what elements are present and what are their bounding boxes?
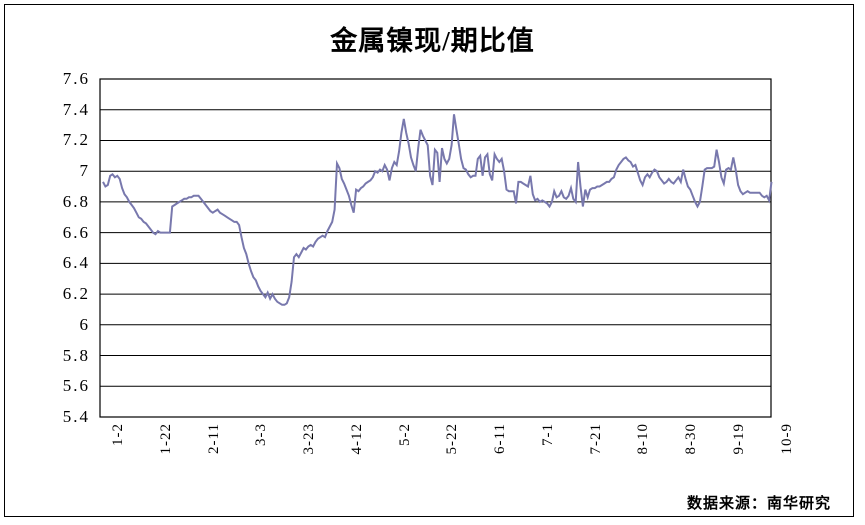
x-axis-label: 4-12 [349, 423, 365, 455]
y-axis-label: 6.2 [62, 284, 90, 303]
ratio-line [102, 114, 773, 306]
y-axis-label: 7.4 [62, 100, 90, 119]
y-axis-label: 7.2 [62, 130, 90, 149]
y-axis-label: 5.6 [62, 376, 90, 395]
x-axis-label: 2-11 [206, 423, 222, 454]
plot-border [99, 78, 772, 418]
x-axis-label: 3-23 [301, 423, 317, 455]
y-axis-label: 6 [79, 315, 90, 334]
x-axis-label: 1-22 [158, 423, 174, 455]
y-axis-label: 6.6 [62, 223, 90, 242]
x-axis-label: 7-21 [588, 423, 604, 455]
chart-border [4, 4, 854, 517]
x-axis-label: 8-10 [635, 423, 651, 455]
y-axis-label: 7 [79, 161, 90, 180]
x-axis-label: 10-9 [779, 423, 795, 455]
y-axis-label: 7.6 [62, 69, 90, 88]
x-axis-label: 8-30 [683, 423, 699, 455]
source-note: 数据来源：南华研究 [686, 496, 831, 512]
y-axis-label: 6.8 [62, 192, 90, 211]
y-axis-label: 5.4 [62, 407, 90, 426]
y-axis-label: 5.8 [62, 346, 90, 365]
x-axis-label: 5-2 [397, 423, 413, 446]
x-axis-label: 5-22 [444, 423, 460, 455]
x-axis-label: 9-19 [731, 423, 747, 455]
x-axis-label: 7-1 [540, 423, 556, 446]
x-axis-label: 1-2 [110, 423, 126, 446]
y-axis-label: 6.4 [62, 253, 90, 272]
chart-title: 金属镍现/期比值 [330, 26, 535, 56]
x-axis-label: 3-3 [253, 423, 269, 446]
x-axis-label: 6-11 [492, 423, 508, 454]
